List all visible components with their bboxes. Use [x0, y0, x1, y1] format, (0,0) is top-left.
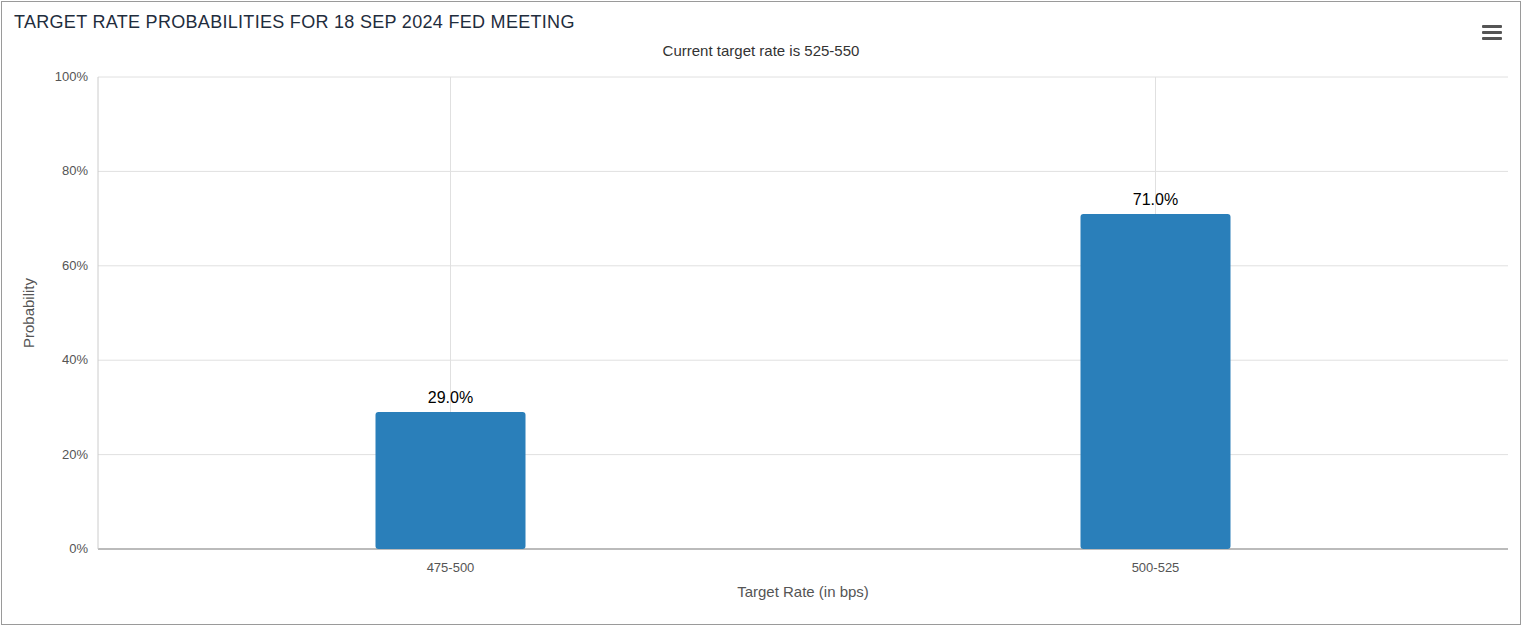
y-tick-label: 0% — [69, 541, 88, 556]
y-tick-label: 100% — [55, 69, 89, 84]
menu-icon[interactable] — [1482, 31, 1502, 34]
x-axis-line — [98, 548, 1508, 550]
y-axis-title: Probability — [20, 277, 37, 348]
y-tick-label: 40% — [62, 352, 88, 367]
x-axis-title: Target Rate (in bps) — [737, 583, 869, 600]
bars — [376, 214, 1231, 549]
grid-line — [98, 77, 1508, 78]
y-axis-line — [98, 77, 99, 549]
chart-root: TARGET RATE PROBABILITIES FOR 18 SEP 202… — [0, 0, 1522, 627]
title: TARGET RATE PROBABILITIES FOR 18 SEP 202… — [14, 12, 575, 32]
grid-line — [98, 360, 1508, 361]
x-tick-label: 475-500 — [427, 560, 475, 575]
data-label: 71.0% — [1133, 191, 1178, 208]
data-label: 29.0% — [428, 389, 473, 406]
frame — [2, 2, 1521, 625]
bar — [376, 412, 526, 549]
grid-line — [98, 265, 1508, 266]
y-tick-label: 60% — [62, 258, 88, 273]
x-tick-label: 500-525 — [1132, 560, 1180, 575]
grid-line — [98, 171, 1508, 172]
grid-line — [98, 454, 1508, 455]
menu-icon[interactable] — [1482, 37, 1502, 40]
menu-icon[interactable] — [1482, 25, 1502, 28]
y-tick-label: 80% — [62, 163, 88, 178]
subtitle: Current target rate is 525-550 — [663, 42, 860, 59]
chart-svg: TARGET RATE PROBABILITIES FOR 18 SEP 202… — [0, 0, 1522, 627]
y-tick-label: 20% — [62, 447, 88, 462]
grid-line — [98, 549, 1508, 550]
bar — [1081, 214, 1231, 549]
